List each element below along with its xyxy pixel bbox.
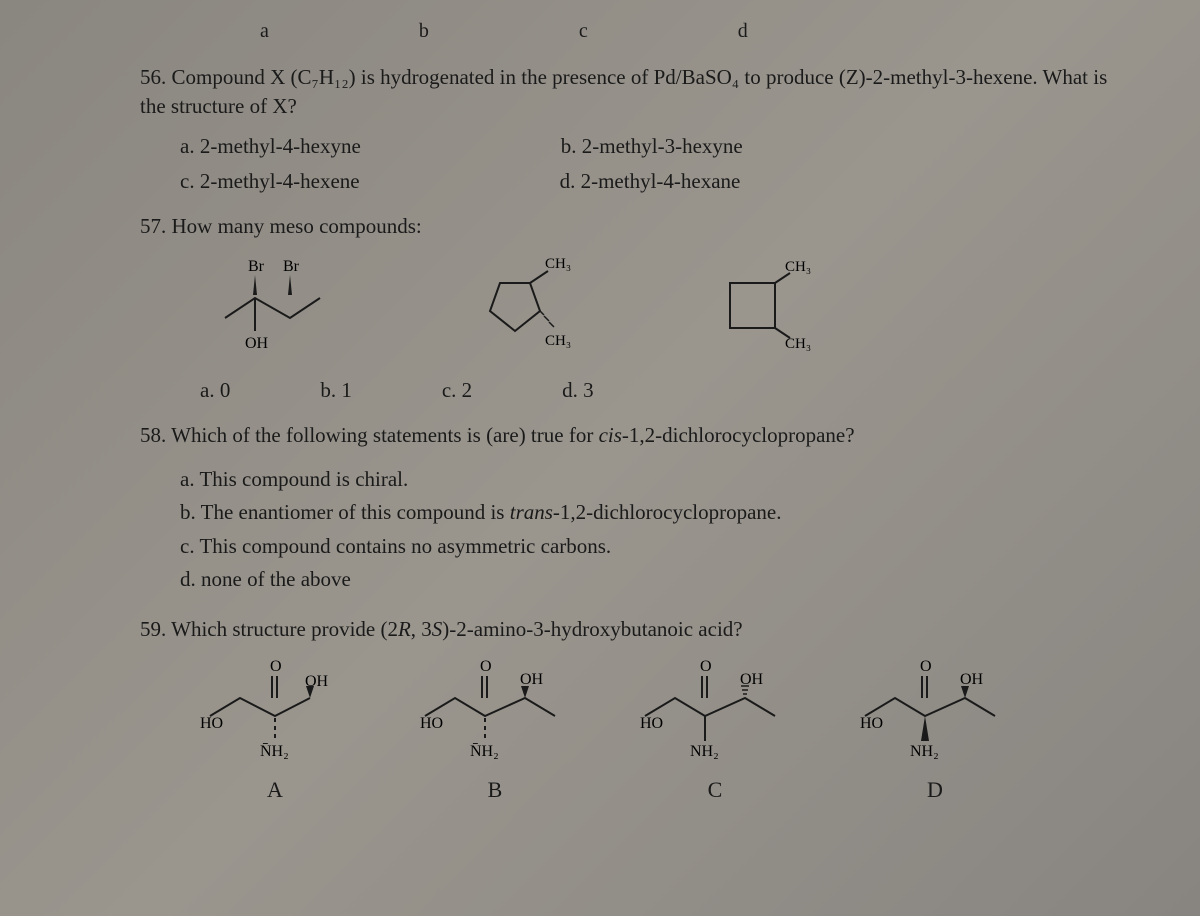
q58-opt-a: a. This compound is chiral. [180,463,1120,497]
nh2-label: N̄H₂ [260,743,289,760]
q58-text: 58. Which of the following statements is… [140,421,1120,450]
ho-label: HO [640,715,663,732]
letter-a: a [260,20,269,43]
q57-opt-a: a. 0 [200,378,230,403]
q59-struct-d: O OH HO NH₂ D [860,656,1010,803]
br-label: Br [248,258,265,275]
q59-struct-b: O OH HO N̄H₂ B [420,656,570,803]
q56-opt-c: c. 2-methyl-4-hexene [180,169,360,194]
o-label: O [480,658,492,675]
o-label: O [700,658,712,675]
q59-body: Which structure provide (2R, 3S)-2-amino… [171,617,742,641]
struct-d-svg: O OH HO NH₂ [860,656,1010,766]
question-58: 58. Which of the following statements is… [140,421,1120,597]
q59-struct-a: O OH HO N̄H₂ A [200,656,350,803]
q56-body: Compound X (C₇H₁₂) is hydrogenated in th… [140,65,1107,118]
q57-opt-b: b. 1 [320,378,352,403]
q56-text: 56. Compound X (C₇H₁₂) is hydrogenated i… [140,63,1120,122]
letter-b: b [419,20,429,43]
q59-label-c: C [640,777,790,803]
ho-label: HO [860,715,883,732]
ho-label: HO [420,715,443,732]
ch3-label: CH₃ [545,256,571,272]
nh2-label: NH₂ [910,743,939,760]
q57-structures: Br Br OH CH₃ CH₃ [220,253,1120,363]
q59-struct-c: O OH HO NH₂ C [640,656,790,803]
ch3-label: CH₃ [545,333,571,349]
q58-opt-b: b. The enantiomer of this compound is tr… [180,496,1120,530]
q57-body: How many meso compounds: [172,214,422,238]
q57-opt-d: d. 3 [562,378,594,403]
q58-opt-d: d. none of the above [180,563,1120,597]
q58-number: 58. [140,423,166,447]
q58-opt-c: c. This compound contains no asymmetric … [180,530,1120,564]
q59-label-b: B [420,777,570,803]
ch3-label: CH₃ [785,336,811,352]
q57-number: 57. [140,214,166,238]
q57-struct-3: CH₃ CH₃ [690,253,830,363]
struct-a-svg: O OH HO N̄H₂ [200,656,350,766]
q57-struct-1: Br Br OH [220,253,350,363]
q59-label-a: A [200,777,350,803]
struct-b-svg: O OH HO N̄H₂ [420,656,570,766]
nh2-label: N̄H₂ [470,743,499,760]
q57-opt-c: c. 2 [442,378,472,403]
oh-label: OH [960,671,984,688]
question-56: 56. Compound X (C₇H₁₂) is hydrogenated i… [140,63,1120,194]
q56-opt-b: b. 2-methyl-3-hexyne [561,134,743,159]
q59-text: 59. Which structure provide (2R, 3S)-2-a… [140,615,1120,644]
q58-body: Which of the following statements is (ar… [171,423,854,447]
nh2-label: NH₂ [690,743,719,760]
q56-opt-a: a. 2-methyl-4-hexyne [180,134,361,159]
q57-text: 57. How many meso compounds: [140,212,1120,241]
q59-label-d: D [860,777,1010,803]
o-label: O [920,658,932,675]
struct-c-svg: O OH HO NH₂ [640,656,790,766]
oh-label: OH [245,335,269,352]
q56-opt-d: d. 2-methyl-4-hexane [560,169,741,194]
br-label: Br [283,258,300,275]
question-57: 57. How many meso compounds: Br Br OH CH… [140,212,1120,403]
question-59: 59. Which structure provide (2R, 3S)-2-a… [140,615,1120,803]
q57-struct-2: CH₃ CH₃ [450,253,590,363]
letter-c: c [579,20,588,43]
oh-label: OH [520,671,544,688]
q58-options: a. This compound is chiral. b. The enant… [180,463,1120,597]
top-letter-row: a b c d [260,20,1120,43]
q59-number: 59. [140,617,166,641]
q59-structures: O OH HO N̄H₂ A O OH [200,656,1120,803]
o-label: O [270,658,282,675]
ho-label: HO [200,715,223,732]
letter-d: d [738,20,748,43]
q56-number: 56. [140,65,166,89]
